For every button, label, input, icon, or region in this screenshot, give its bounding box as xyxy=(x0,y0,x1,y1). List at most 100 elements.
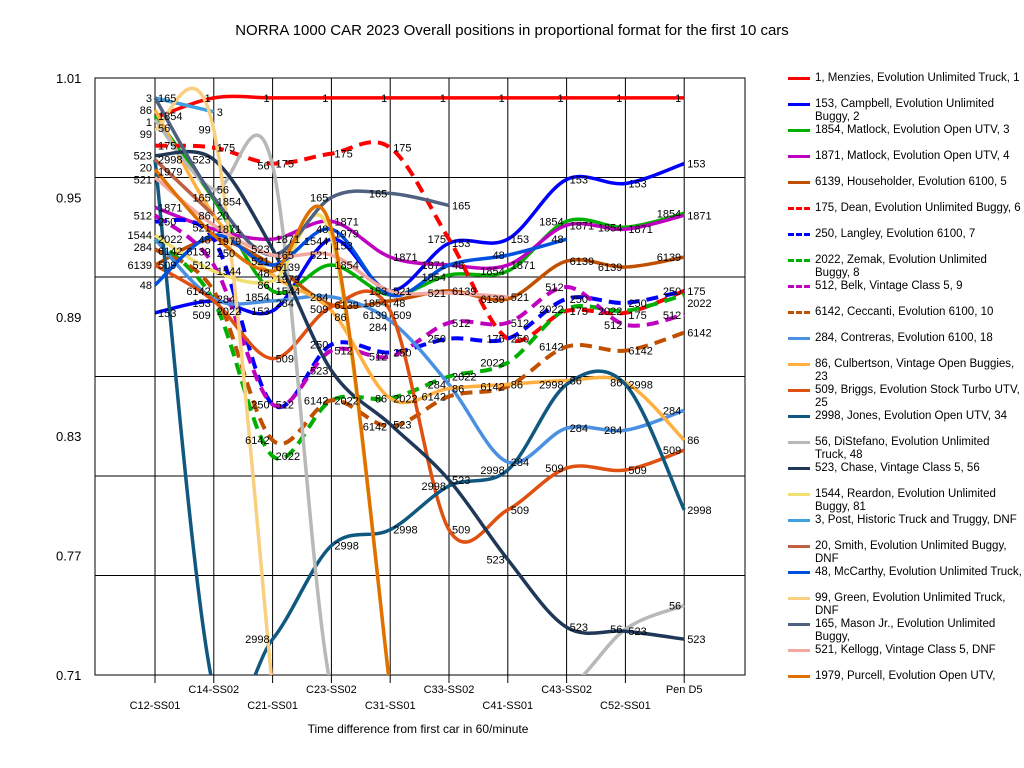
x-axis-label: Time difference from first car in 60/min… xyxy=(308,722,529,736)
point-label-1854: 1854 xyxy=(158,111,182,123)
x-tick-label: C14-SS02 xyxy=(188,684,239,696)
point-label-509: 509 xyxy=(310,304,328,316)
legend-swatch xyxy=(788,467,810,470)
point-label-250: 250 xyxy=(511,334,529,346)
legend-swatch xyxy=(788,415,810,418)
point-label-1871: 1871 xyxy=(158,202,182,214)
point-label-6139: 6139 xyxy=(334,300,358,312)
legend-item: 20, Smith, Evolution Unlimited Buggy, DN… xyxy=(788,540,1022,566)
legend-swatch xyxy=(788,233,810,236)
point-label-2022: 2022 xyxy=(598,306,622,318)
point-label-48: 48 xyxy=(257,268,269,280)
point-label-1: 1 xyxy=(205,93,211,105)
x-tick-label: C31-SS01 xyxy=(365,700,416,712)
legend-swatch xyxy=(788,77,810,80)
legend-label: 153, Campbell, Evolution Unlimited Buggy… xyxy=(815,98,994,123)
point-label-1544: 1544 xyxy=(128,230,152,242)
point-label-512: 512 xyxy=(511,318,529,330)
legend-label: 284, Contreras, Evolution 6100, 18 xyxy=(815,332,993,344)
point-label-1854: 1854 xyxy=(598,222,622,234)
legend-item: 509, Briggs, Evolution Stock Turbo UTV, … xyxy=(788,384,1022,410)
point-label-1: 1 xyxy=(440,93,446,105)
point-label-509: 509 xyxy=(452,525,470,537)
point-label-48: 48 xyxy=(393,298,405,310)
point-label-1854: 1854 xyxy=(334,260,358,272)
legend-item: 1544, Reardon, Evolution Unlimited Buggy… xyxy=(788,488,1022,514)
point-label-250: 250 xyxy=(663,286,681,298)
point-label-1871: 1871 xyxy=(570,220,594,232)
legend-swatch xyxy=(788,285,810,288)
point-label-1979: 1979 xyxy=(158,167,182,179)
legend-label: 20, Smith, Evolution Unlimited Buggy, DN… xyxy=(815,540,1007,565)
point-label-6142: 6142 xyxy=(186,286,210,298)
point-label-509: 509 xyxy=(545,463,563,475)
legend-label: 512, Belk, Vintage Class 5, 9 xyxy=(815,280,963,292)
legend-label: 48, McCarthy, Evolution Unlimited Truck, xyxy=(815,566,1022,578)
point-label-165: 165 xyxy=(192,192,210,204)
point-label-284: 284 xyxy=(428,379,446,391)
point-label-1544: 1544 xyxy=(276,286,300,298)
point-label-3: 3 xyxy=(217,107,223,119)
point-label-523: 523 xyxy=(570,622,588,634)
point-label-6142: 6142 xyxy=(422,391,446,403)
point-label-512: 512 xyxy=(604,320,622,332)
point-label-6139: 6139 xyxy=(276,262,300,274)
plot-border xyxy=(94,77,746,676)
point-label-3: 3 xyxy=(146,93,152,105)
point-label-6142: 6142 xyxy=(628,346,652,358)
point-label-1544: 1544 xyxy=(304,236,328,248)
point-label-523: 523 xyxy=(192,155,210,167)
point-label-2998: 2998 xyxy=(158,155,182,167)
legend-item: 284, Contreras, Evolution 6100, 18 xyxy=(788,332,1022,358)
series-line-1 xyxy=(154,94,685,120)
legend-swatch xyxy=(788,441,810,444)
y-tick-label: 0.89 xyxy=(56,310,81,325)
point-label-250: 250 xyxy=(428,334,446,346)
point-label-250: 250 xyxy=(393,348,411,360)
point-label-1544: 1544 xyxy=(217,266,241,278)
point-label-284: 284 xyxy=(369,322,387,334)
point-label-99: 99 xyxy=(140,129,152,141)
legend-swatch xyxy=(788,155,810,158)
point-label-284: 284 xyxy=(276,298,294,310)
point-label-175: 175 xyxy=(276,159,294,171)
point-label-1: 1 xyxy=(675,93,681,105)
point-label-20: 20 xyxy=(140,163,152,175)
legend-item: 1871, Matlock, Evolution Open UTV, 4 xyxy=(788,150,1022,176)
legend-swatch xyxy=(788,129,810,132)
series-line-153 xyxy=(154,161,685,316)
point-label-284: 284 xyxy=(134,242,152,254)
legend-label: 6142, Ceccanti, Evolution 6100, 10 xyxy=(815,306,994,318)
legend-label: 521, Kellogg, Vintage Class 5, DNF xyxy=(815,644,996,656)
point-label-512: 512 xyxy=(134,210,152,222)
point-label-521: 521 xyxy=(428,288,446,300)
point-label-153: 153 xyxy=(687,159,705,171)
point-label-523: 523 xyxy=(310,366,328,378)
point-label-48: 48 xyxy=(493,250,505,262)
y-tick-label: 0.95 xyxy=(56,190,81,205)
point-label-6139: 6139 xyxy=(452,286,476,298)
point-label-175: 175 xyxy=(334,149,352,161)
y-tick-label: 0.77 xyxy=(56,549,81,564)
point-label-165: 165 xyxy=(369,188,387,200)
point-label-509: 509 xyxy=(276,354,294,366)
legend-item: 2022, Zemak, Evolution Unlimited Buggy, … xyxy=(788,254,1022,280)
series-line-48 xyxy=(153,227,568,298)
point-label-6142: 6142 xyxy=(158,246,182,258)
point-label-2998: 2998 xyxy=(334,541,358,553)
point-label-2022: 2022 xyxy=(334,395,358,407)
point-label-250: 250 xyxy=(570,294,588,306)
legend-swatch xyxy=(788,571,810,574)
point-label-6142: 6142 xyxy=(363,421,387,433)
point-label-6139: 6139 xyxy=(570,256,594,268)
point-label-2022: 2022 xyxy=(276,451,300,463)
point-label-521: 521 xyxy=(251,256,269,268)
point-label-1979: 1979 xyxy=(276,274,300,286)
legend-swatch xyxy=(788,597,810,600)
point-label-6139: 6139 xyxy=(128,260,152,272)
legend-item: 2998, Jones, Evolution Open UTV, 34 xyxy=(788,410,1022,436)
point-label-6139: 6139 xyxy=(186,246,210,258)
series-line-521 xyxy=(153,176,508,299)
point-label-2998: 2998 xyxy=(422,481,446,493)
point-label-523: 523 xyxy=(134,151,152,163)
